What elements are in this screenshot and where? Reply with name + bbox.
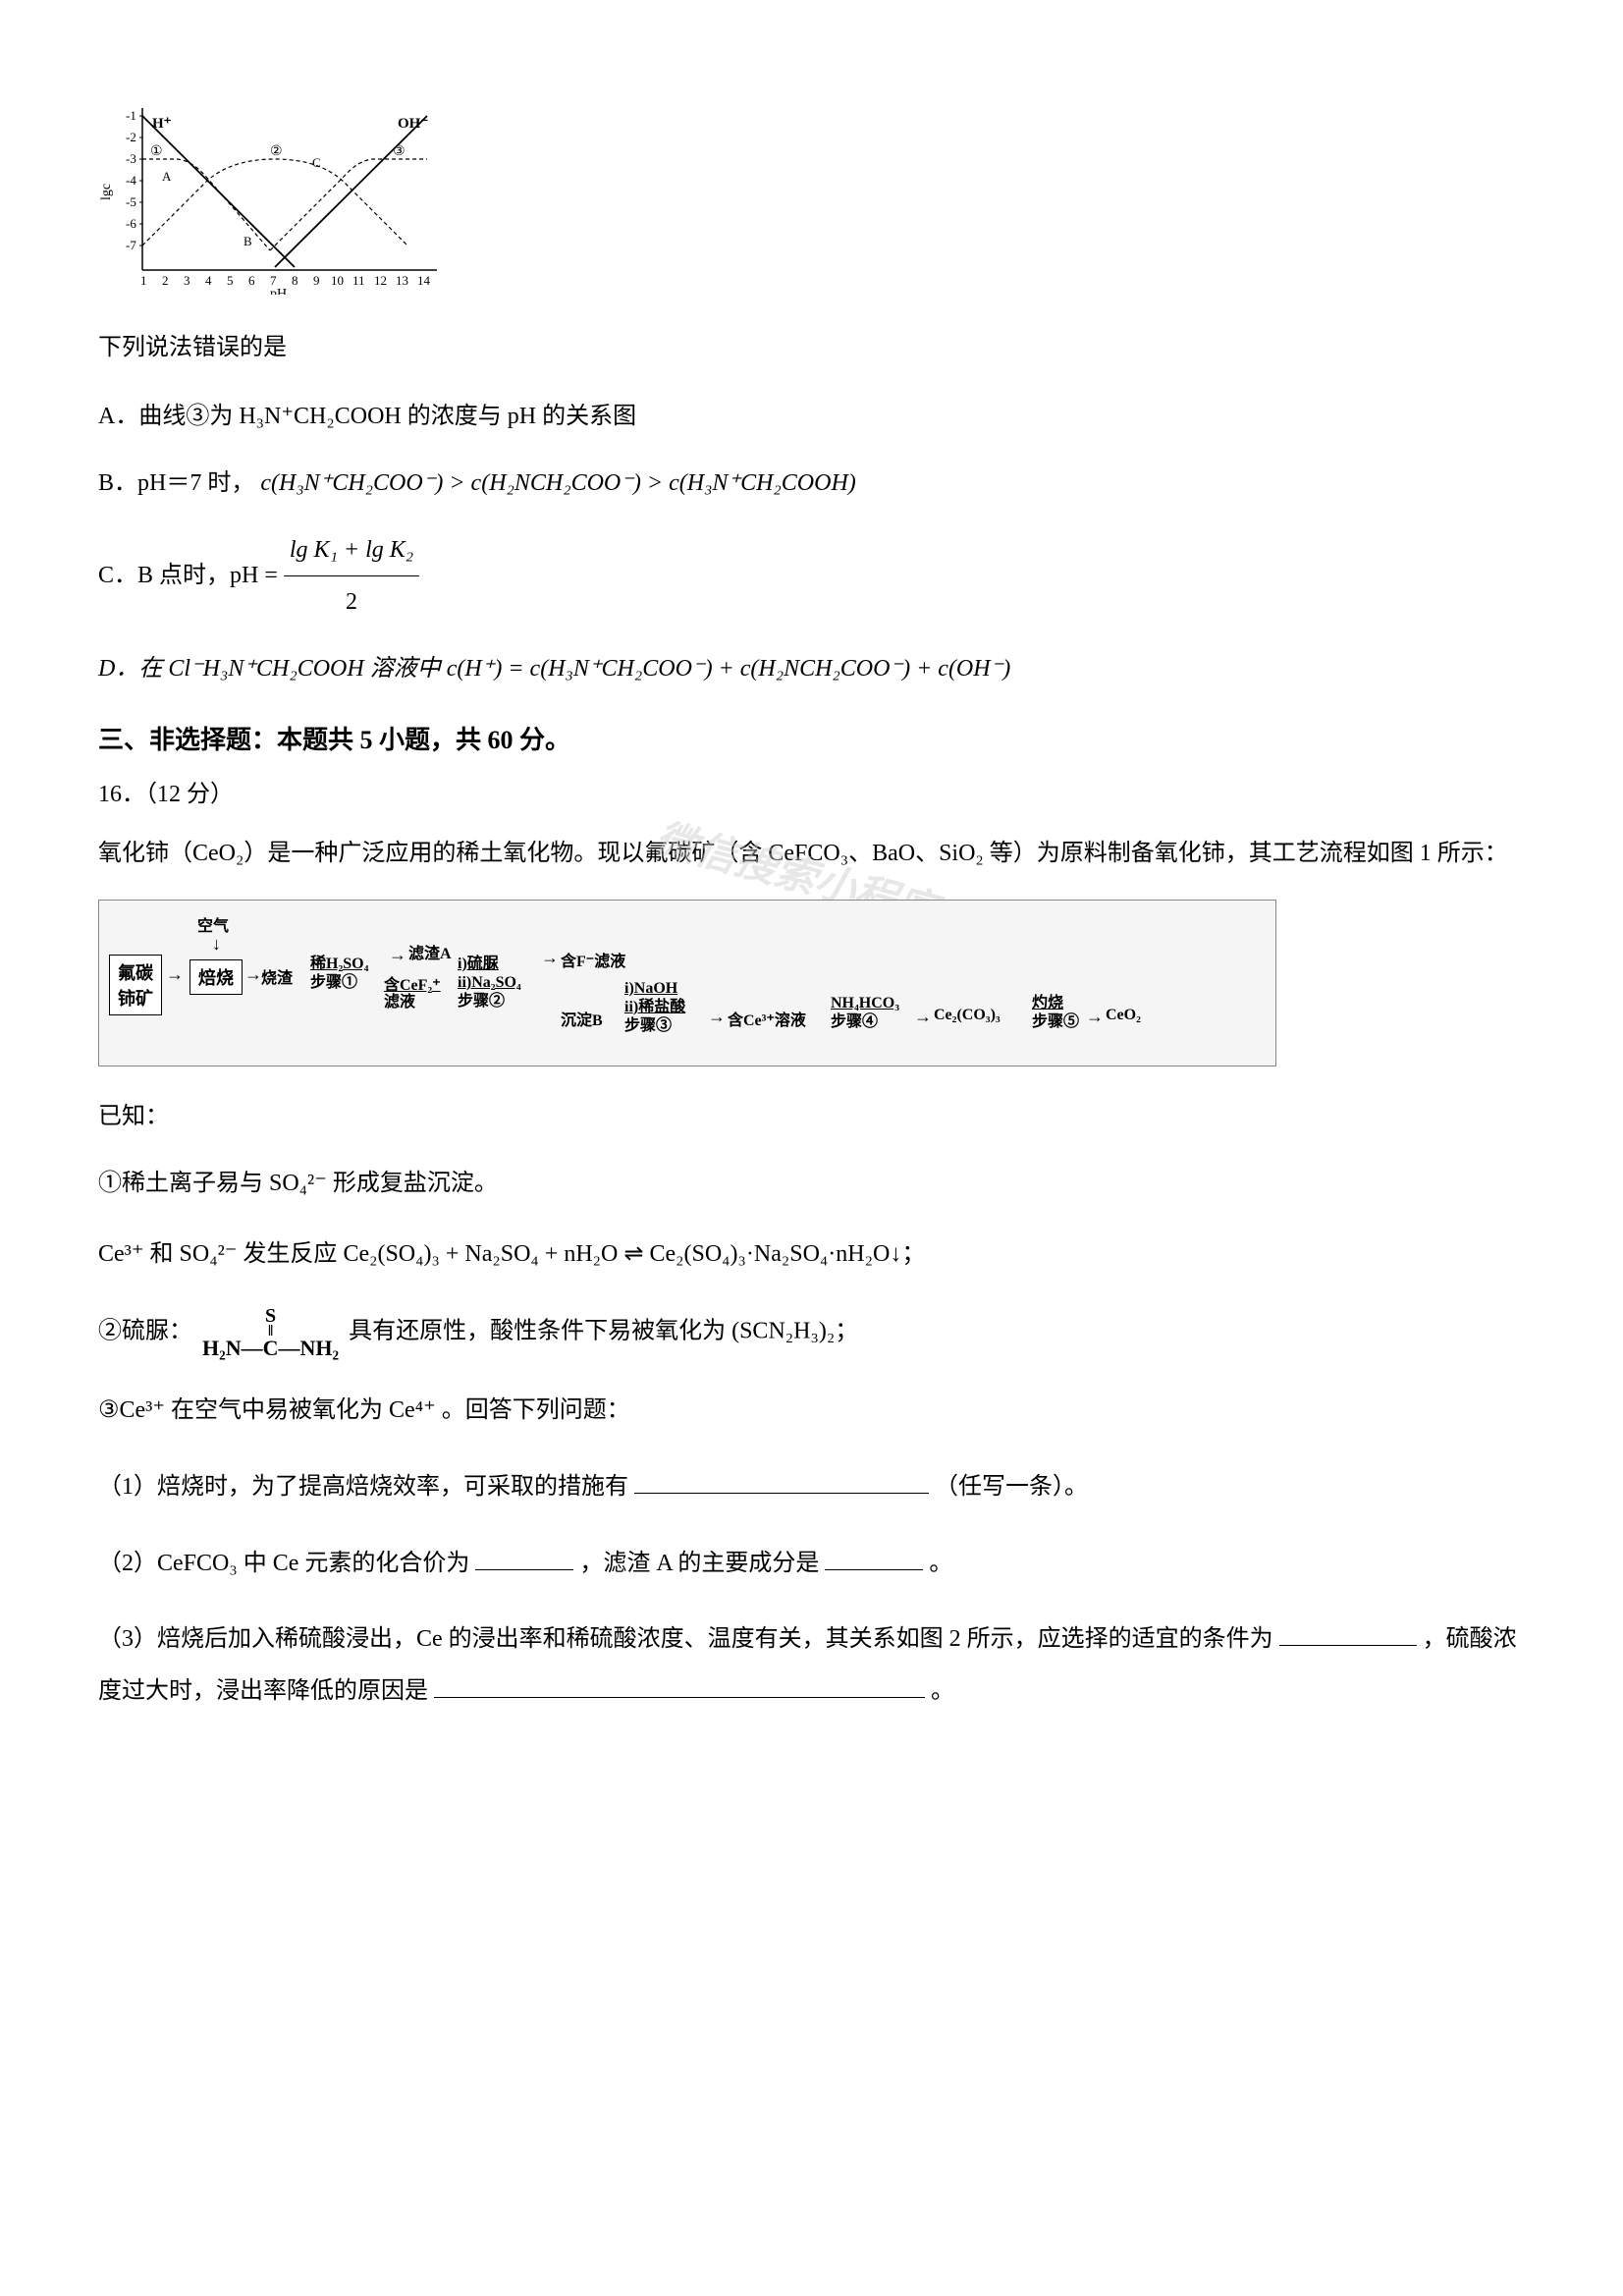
known-2-suffix: 具有还原性，酸性条件下易被氧化为 (SCN₂H₃)₂； <box>349 1319 858 1344</box>
blank-2a <box>475 1549 573 1570</box>
fraction-denominator: 2 <box>284 576 419 629</box>
known-2-prefix: ②硫脲： <box>98 1319 192 1344</box>
sub-q3: （3）焙烧后加入稀硫酸浸出，Ce 的浸出率和稀硫酸浓度、温度有关，其关系如图 2… <box>98 1613 1525 1718</box>
known-1-eq: Ce³⁺ 和 SO₄²⁻ 发生反应 Ce₂(SO₄)₃ + Na₂SO₄ + n… <box>98 1229 1525 1281</box>
known-1-eq-formula: Ce₂(SO₄)₃ + Na₂SO₄ + nH₂O ⇌ Ce₂(SO₄)₃·Na… <box>343 1241 925 1267</box>
svg-text:-7: -7 <box>126 238 136 252</box>
blank-3a <box>1279 1624 1417 1646</box>
sub-q2: （2）CeFCO₃ 中 Ce 元素的化合价为 ，滤渣 A 的主要成分是 。 <box>98 1538 1525 1590</box>
sub2-prefix: （2）CeFCO₃ 中 Ce 元素的化合价为 <box>98 1551 469 1576</box>
svg-text:①: ① <box>150 144 163 159</box>
blank-1 <box>634 1472 929 1494</box>
flow-step3: i)NaOHii)稀盐酸步骤③ <box>624 979 685 1036</box>
arrow-split-2: → <box>541 948 559 968</box>
svg-text:B: B <box>243 234 252 248</box>
svg-text:5: 5 <box>227 273 234 288</box>
fraction-numerator: lg K₁ + lg K₂ <box>284 524 419 577</box>
sub1-prefix: （1）焙烧时，为了提高焙烧效率，可采取的措施有 <box>98 1474 628 1500</box>
q16-intro: 氧化铈（CeO₂）是一种广泛应用的稀土氧化物。现以氟碳矿（含 CeFCO₃、Ba… <box>98 828 1525 880</box>
flow-f-liquid: 含F⁻滤液 <box>561 948 625 971</box>
known-1-eq-prefix: Ce³⁺ 和 SO₄²⁻ 发生反应 <box>98 1241 343 1267</box>
svg-text:4: 4 <box>205 273 212 288</box>
sub2-suffix: 。 <box>929 1551 952 1576</box>
option-c-fraction: lg K₁ + lg K₂ 2 <box>284 524 419 629</box>
chart-svg: -1 -2 -3 -4 -5 -6 -7 1 2 3 4 5 6 7 8 9 1… <box>98 98 452 295</box>
svg-text:7: 7 <box>270 273 277 288</box>
arrow-down-1: ↓ <box>212 934 221 955</box>
known-label: 已知： <box>98 1091 1525 1143</box>
svg-text:-4: -4 <box>126 173 136 188</box>
q16-number: 16．（12 分） <box>98 774 1525 808</box>
svg-text:13: 13 <box>396 273 408 288</box>
svg-text:10: 10 <box>331 273 344 288</box>
flow-node-roast: 焙烧 <box>189 959 243 995</box>
svg-text:6: 6 <box>248 273 255 288</box>
blank-2b <box>825 1549 923 1570</box>
known-2: ②硫脲： S ‖ H₂N—C—NH₂ 具有还原性，酸性条件下易被氧化为 (SCN… <box>98 1305 1525 1360</box>
option-a: A．曲线③为 H₃N⁺CH₂COOH 的浓度与 pH 的关系图 <box>98 391 1525 443</box>
svg-text:2: 2 <box>162 273 169 288</box>
sub2-mid: ，滤渣 A 的主要成分是 <box>579 1551 819 1576</box>
option-c: C．B 点时，pH = lg K₁ + lg K₂ 2 <box>98 524 1525 629</box>
flow-step1: 稀H₂SO₄步骤① <box>310 955 368 992</box>
flow-ceo2: CeO₂ <box>1106 1007 1141 1024</box>
flow-step5: 灼烧步骤⑤ <box>1032 994 1079 1031</box>
svg-text:11: 11 <box>352 273 365 288</box>
option-b-prefix: B．pH＝7 时， <box>98 470 254 496</box>
svg-text:3: 3 <box>184 273 190 288</box>
known-1: ①稀土离子易与 SO₄²⁻ 形成复盐沉淀。 <box>98 1158 1525 1210</box>
svg-text:-6: -6 <box>126 216 136 231</box>
struct-bot: H₂N—C—NH₂ <box>202 1337 339 1360</box>
svg-text:③: ③ <box>393 144 406 159</box>
svg-text:lgc: lgc <box>99 184 114 200</box>
arrow-right-5: → <box>1086 1007 1104 1027</box>
option-d: D．在 Cl⁻H₃N⁺CH₂COOH 溶液中 c(H⁺) = c(H₃N⁺CH₂… <box>98 643 1525 695</box>
flow-ce-carbonate: Ce₂(CO₃)₃ <box>934 1007 1001 1024</box>
flow-node-ore: 氟碳铈矿 <box>109 955 162 1015</box>
flow-cef-liquid: 含CeF₂⁺滤液 <box>384 977 441 1011</box>
svg-text:C: C <box>312 155 321 170</box>
svg-text:pH: pH <box>270 287 287 295</box>
arrow-right-3: → <box>708 1007 726 1027</box>
sub3-suffix: 。 <box>931 1678 954 1704</box>
flow-step2: i)硫脲ii)Na₂SO₄步骤② <box>458 955 521 1011</box>
option-b: B．pH＝7 时， c(H₃N⁺CH₂COO⁻) > c(H₂NCH₂COO⁻)… <box>98 458 1525 510</box>
flow-residue-a: 滤渣A <box>408 940 452 963</box>
question-intro: 下列说法错误的是 <box>98 324 1525 371</box>
arrow-right-4: → <box>914 1007 932 1027</box>
svg-text:-5: -5 <box>126 194 136 209</box>
blank-3b <box>434 1676 925 1698</box>
svg-text:14: 14 <box>417 273 431 288</box>
svg-text:A: A <box>162 169 172 184</box>
svg-text:H⁺: H⁺ <box>152 116 172 132</box>
sub1-suffix: （任写一条）。 <box>935 1474 1088 1500</box>
arrow-right-1: → <box>166 964 184 985</box>
svg-text:-2: -2 <box>126 130 136 144</box>
sub-q1: （1）焙烧时，为了提高焙烧效率，可采取的措施有 （任写一条）。 <box>98 1461 1525 1513</box>
flow-air: 空气 <box>197 912 229 936</box>
svg-text:-1: -1 <box>126 108 136 123</box>
lgc-ph-chart: -1 -2 -3 -4 -5 -6 -7 1 2 3 4 5 6 7 8 9 1… <box>98 98 452 295</box>
arrow-split-1: → <box>389 945 406 965</box>
svg-text:8: 8 <box>292 273 298 288</box>
svg-text:12: 12 <box>374 273 387 288</box>
flow-precip-b: 沉淀B <box>561 1007 603 1030</box>
section-3-title: 三、非选择题：本题共 5 小题，共 60 分。 <box>98 720 1525 756</box>
svg-text:-3: -3 <box>126 151 136 166</box>
svg-text:9: 9 <box>313 273 320 288</box>
thiourea-struct: S ‖ H₂N—C—NH₂ <box>202 1305 339 1360</box>
svg-text:OH⁻: OH⁻ <box>398 116 428 132</box>
option-c-prefix: C．B 点时，pH = <box>98 562 284 587</box>
option-b-formula: c(H₃N⁺CH₂COO⁻) > c(H₂NCH₂COO⁻) > c(H₃N⁺C… <box>260 470 855 496</box>
svg-text:1: 1 <box>140 273 147 288</box>
arrow-right-2: → <box>244 964 262 985</box>
flow-ce3-liquid: 含Ce³⁺溶液 <box>728 1007 806 1030</box>
flow-step4: NH₄HCO₃步骤④ <box>831 994 899 1031</box>
known-3: ③Ce³⁺ 在空气中易被氧化为 Ce⁴⁺ 。回答下列问题： <box>98 1385 1525 1437</box>
page-content: -1 -2 -3 -4 -5 -6 -7 1 2 3 4 5 6 7 8 9 1… <box>98 98 1525 1718</box>
sub3-prefix: （3）焙烧后加入稀硫酸浸出，Ce 的浸出率和稀硫酸浓度、温度有关，其关系如图 2… <box>98 1626 1273 1652</box>
process-flowchart: 氟碳铈矿 空气 ↓ → 焙烧 → 烧渣 稀H₂SO₄步骤① → 滤渣A 含CeF… <box>98 900 1276 1066</box>
flow-slag: 烧渣 <box>261 964 293 988</box>
svg-text:②: ② <box>270 144 283 159</box>
